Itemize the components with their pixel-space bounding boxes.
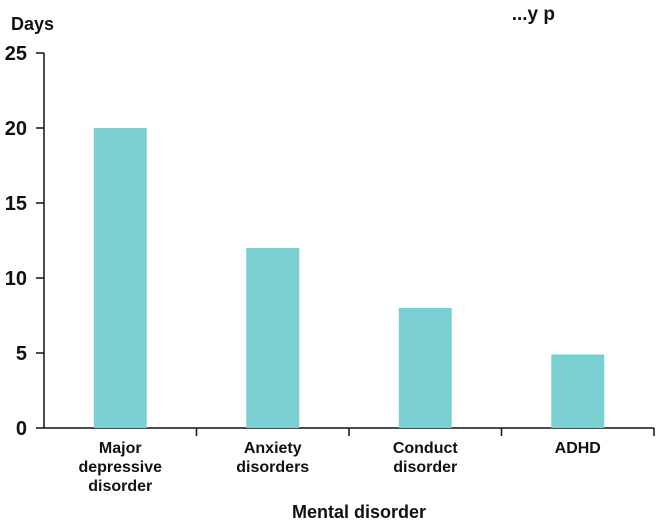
chart-title: ...y p (512, 4, 555, 25)
y-axis-title: Days (11, 14, 54, 34)
bars (93, 128, 605, 428)
y-tick-label: 15 (5, 193, 27, 215)
x-tick-labels: Major depressive disorder Anxiety disorders C… (78, 440, 600, 495)
y-tick-label: 25 (5, 43, 27, 65)
bar (398, 308, 452, 428)
y-tick-label: 0 (16, 418, 27, 440)
x-tick-label: disorder (88, 478, 152, 495)
bar (93, 128, 147, 428)
y-tick-label: 10 (5, 268, 27, 290)
x-tick-label: disorders (236, 459, 309, 476)
x-tick-label: disorder (393, 459, 457, 476)
bar (551, 354, 605, 428)
y-tick-label: 5 (16, 343, 27, 365)
x-tick-label: Anxiety (244, 440, 302, 457)
x-tick-label: Conduct (393, 440, 459, 457)
x-tick-label: depressive (78, 459, 162, 476)
y-ticks: 0 5 10 15 20 25 (5, 43, 44, 440)
x-tick-label: ADHD (555, 440, 601, 457)
x-tick-label: Major (99, 440, 142, 457)
y-tick-label: 20 (5, 118, 27, 140)
bar (246, 248, 300, 428)
x-axis-title: Mental disorder (292, 502, 426, 522)
x-ticks (195, 428, 655, 436)
